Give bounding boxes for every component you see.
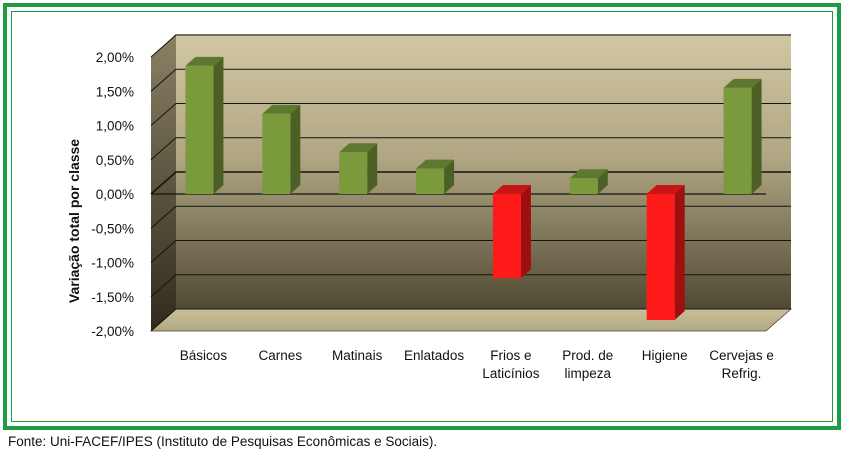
bar-frios-e-latic-nios: [492, 185, 531, 279]
bar-prod-de-limpeza: [569, 169, 608, 194]
bar-carnes: [262, 104, 301, 194]
gridline: [150, 68, 791, 92]
x-tick-label: Frios e Laticínios: [482, 348, 539, 381]
bar-b-sicos: [185, 56, 224, 194]
y-tick-label: 0,00%: [96, 187, 134, 202]
bar-enlatados: [416, 159, 455, 194]
bar-chart: 2,00% 1,50% 1,00% 0,50% 0,00% -0,50% -1,00% -1,…: [66, 34, 793, 381]
x-tick-label: Higiene: [642, 348, 688, 363]
gridline: [150, 103, 791, 126]
y-tick-label: -1,50%: [91, 290, 134, 305]
gridline: [150, 274, 791, 298]
bar-cervejas-e-refrig-: [723, 78, 762, 194]
x-tick-label: Matinais: [332, 348, 383, 363]
x-tick-label: Enlatados: [404, 348, 464, 363]
y-tick-label: -0,50%: [91, 221, 134, 236]
y-tick-label: 0,50%: [96, 153, 134, 168]
x-tick-label: Cervejas e Refrig.: [709, 348, 774, 381]
y-tick-label: 2,00%: [96, 50, 134, 65]
y-axis-title: Variação total por classe: [66, 139, 82, 303]
gridline: [150, 34, 791, 58]
gridline: [150, 240, 791, 263]
gridline: [150, 308, 791, 332]
inner-border: [11, 11, 833, 422]
y-tick-label: -2,00%: [91, 324, 134, 339]
y-tick-label: -1,00%: [91, 256, 134, 271]
y-tick-label: 1,00%: [96, 119, 134, 134]
floor: [149, 308, 793, 332]
y-tick-label: 1,50%: [96, 84, 134, 99]
bar-matinais: [339, 143, 378, 194]
x-tick-label: Carnes: [259, 348, 303, 363]
gridline: [150, 205, 791, 229]
gridline: [150, 137, 791, 161]
outer-border: [3, 3, 841, 430]
x-tick-label: Básicos: [180, 348, 228, 363]
bar-higiene: [646, 185, 685, 321]
x-tick-label: Prod. de limpeza: [562, 348, 613, 381]
source-note: Fonte: Uni-FACEF/IPES (Instituto de Pesq…: [8, 434, 438, 449]
